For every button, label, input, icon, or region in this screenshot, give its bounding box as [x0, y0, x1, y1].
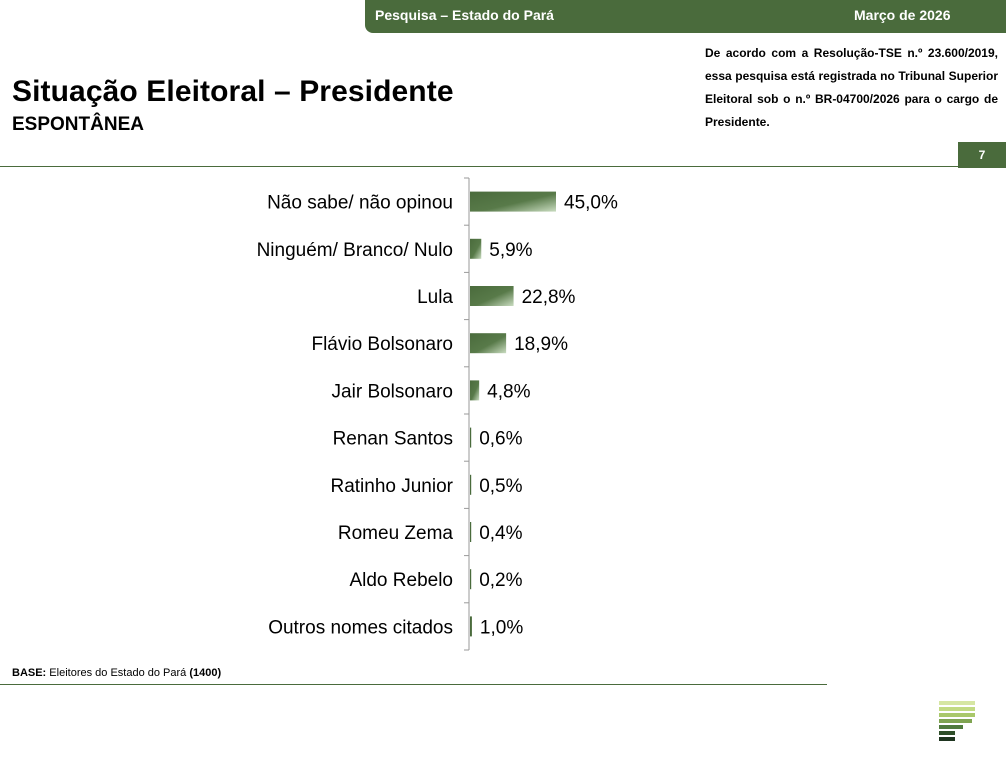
page-title: Situação Eleitoral – Presidente: [12, 75, 454, 108]
data-label: 0,2%: [479, 570, 522, 591]
date-label: Março de 2026: [854, 7, 951, 23]
bar: [470, 238, 482, 259]
bar: [470, 522, 472, 542]
base-text: Eleitores do Estado do Pará: [49, 667, 187, 679]
category-label: Jair Bolsonaro: [332, 381, 453, 402]
data-label: 0,5%: [479, 476, 522, 497]
bar: [470, 380, 480, 401]
data-label: 45,0%: [564, 193, 618, 214]
bar: [470, 616, 472, 637]
header-divider: [0, 166, 1006, 167]
data-label: 0,6%: [479, 429, 522, 450]
category-label: Lula: [417, 287, 453, 308]
data-label: 4,8%: [487, 381, 530, 402]
bar-chart: Não sabe/ não opinou 45,0% Ninguém/ Branco…: [257, 177, 618, 651]
category-label: Romeu Zema: [338, 523, 454, 544]
data-label: 0,4%: [479, 523, 522, 544]
page-subtitle: ESPONTÂNEA: [12, 114, 144, 135]
bar: [470, 427, 472, 448]
data-label: 22,8%: [522, 287, 576, 308]
header-bar: Pesquisa – Estado do Pará Março de 2026: [365, 0, 1006, 33]
data-label: 1,0%: [480, 617, 523, 638]
survey-label: Pesquisa – Estado do Pará: [375, 7, 554, 23]
footer-divider: [0, 684, 827, 685]
category-label: Ninguém/ Branco/ Nulo: [257, 240, 453, 261]
category-label: Outros nomes citados: [268, 617, 453, 638]
base-label: BASE:: [12, 667, 47, 679]
base-count: (1400): [189, 667, 222, 679]
bar: [470, 191, 556, 212]
category-label: Aldo Rebelo: [349, 570, 453, 591]
bar: [470, 569, 472, 590]
base-note: BASE: Eleitores do Estado do Pará (1400): [12, 667, 221, 679]
category-label: Ratinho Junior: [330, 476, 453, 497]
bar: [470, 333, 507, 354]
data-label: 18,9%: [514, 334, 568, 355]
category-label: Renan Santos: [333, 429, 453, 450]
category-label: Flávio Bolsonaro: [311, 334, 453, 355]
bar: [470, 286, 514, 306]
company-logo-icon: [939, 701, 975, 741]
bar: [470, 474, 472, 495]
legal-notice: De acordo com a Resolução-TSE n.º 23.600…: [705, 46, 998, 129]
page-number-badge: 7: [958, 142, 1006, 168]
data-label: 5,9%: [489, 240, 532, 261]
category-label: Não sabe/ não opinou: [267, 193, 453, 214]
